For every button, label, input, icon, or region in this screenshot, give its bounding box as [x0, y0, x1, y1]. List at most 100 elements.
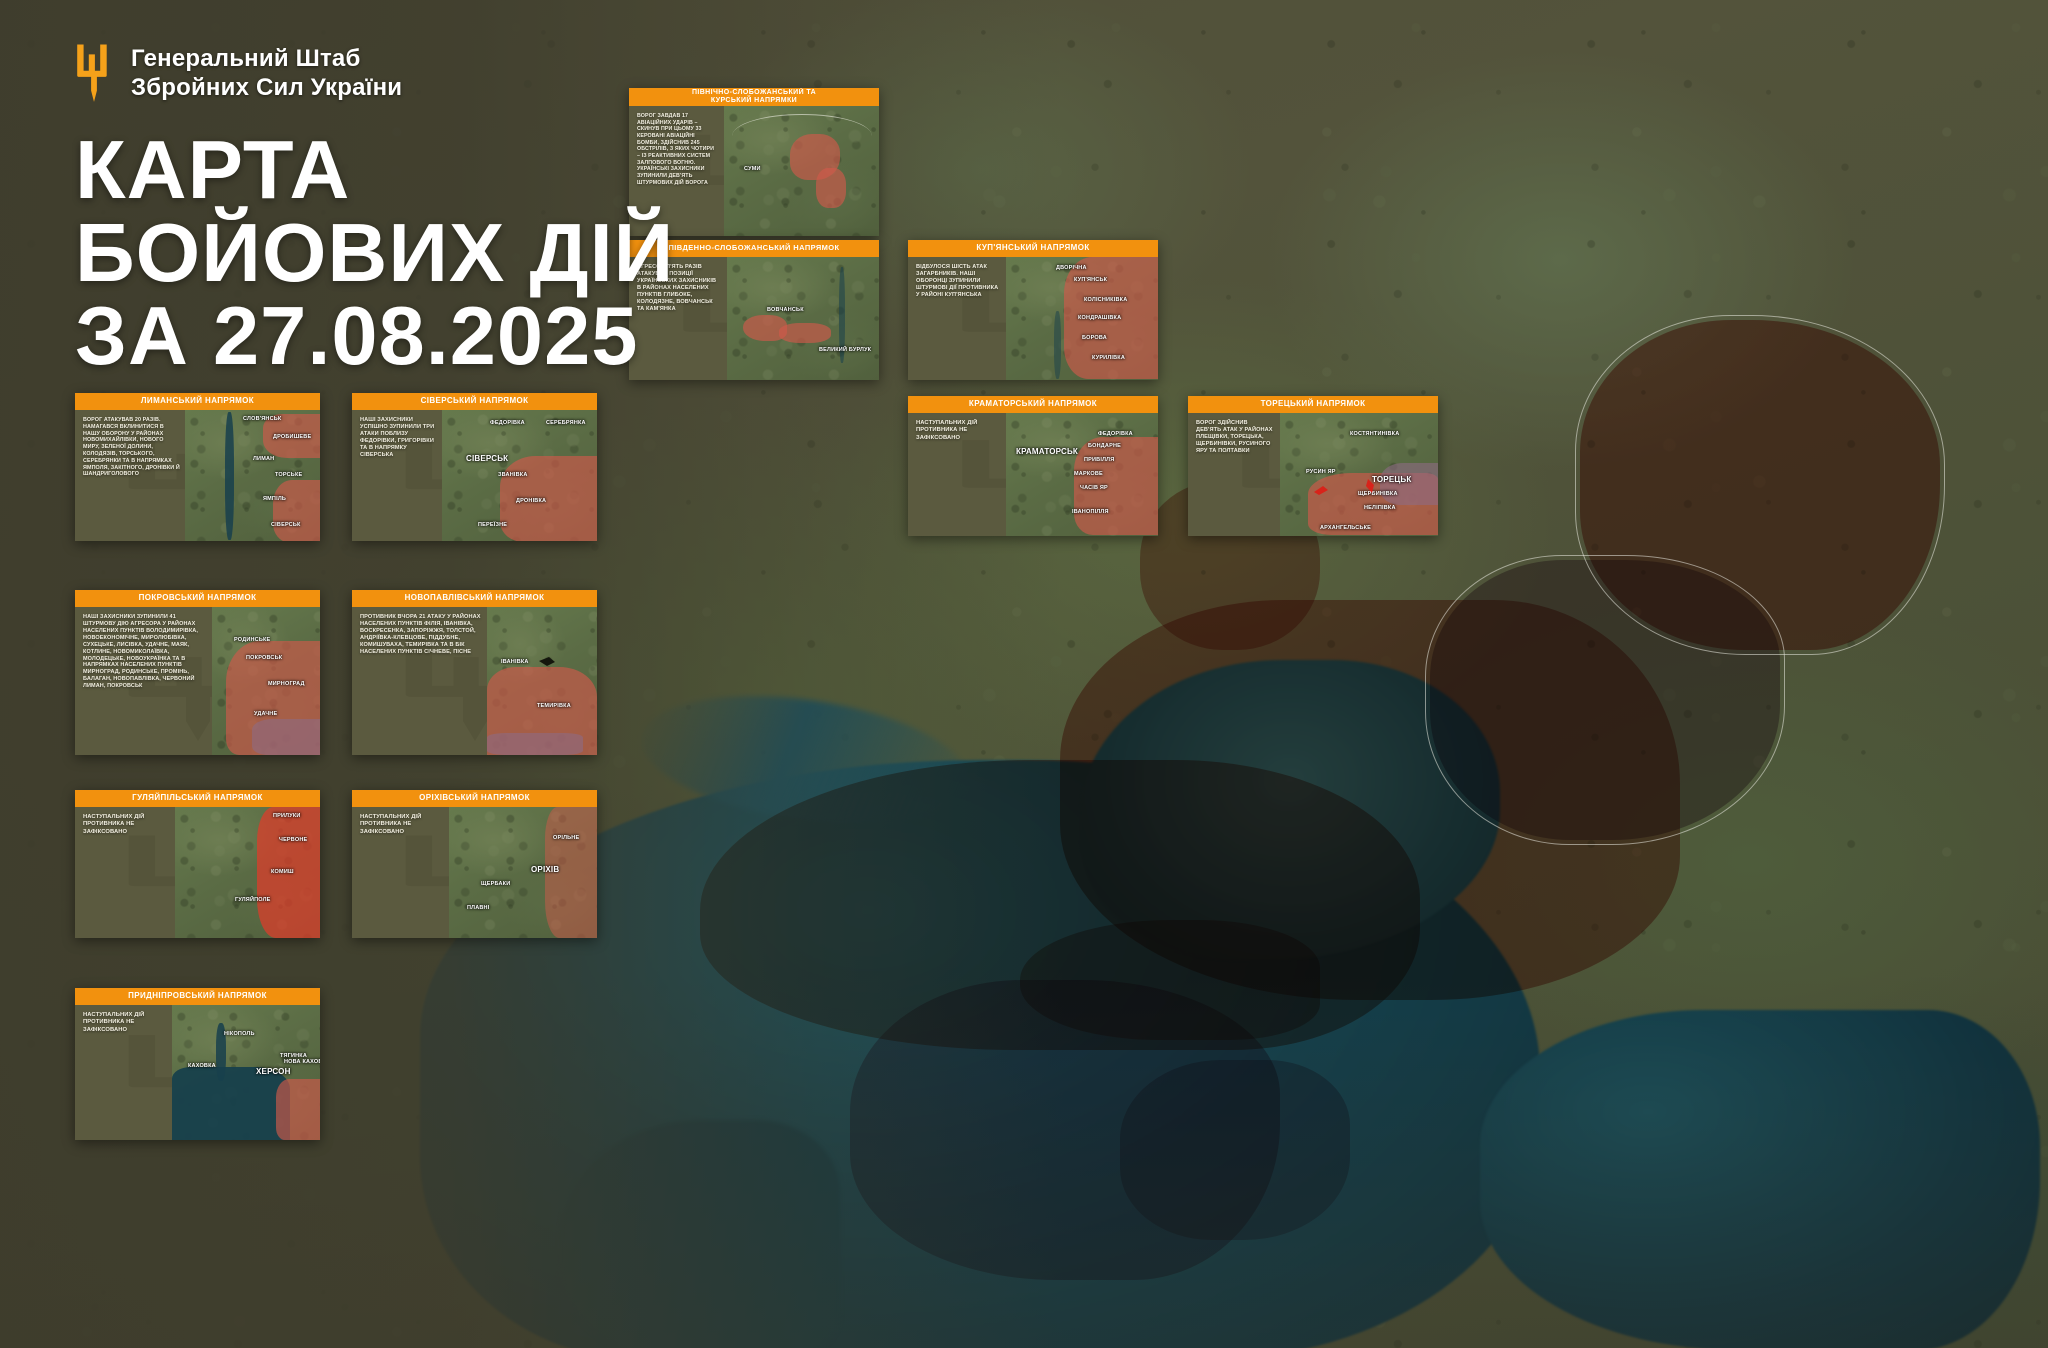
minimap-city-label: СУМИ	[744, 166, 761, 172]
minimap-city-label: ПРИЛУКИ	[273, 813, 301, 819]
card-body-orikhivskyi: ОРІЛЬНЕ ОРІХІВ ЩЕРБАКИ ПЛАВНІ НАСТУПАЛЬН…	[352, 807, 597, 938]
minimap-city-label: КУРИЛІВКА	[1092, 355, 1126, 361]
minimap-occupied-zone	[779, 323, 831, 343]
card-lymanskyi[interactable]: ЛИМАНСЬКИЙ НАПРЯМОК СЛОВ'ЯНСЬК ДРОБИШЕВЕ…	[75, 393, 320, 541]
minimap-city-label: ТЯГИНКА	[280, 1053, 308, 1059]
card-orikhivskyi[interactable]: ОРІХІВСЬКИЙ НАПРЯМОК ОРІЛЬНЕ ОРІХІВ ЩЕРБ…	[352, 790, 597, 938]
card-text-lymanskyi: ВОРОГ АТАКУВАВ 20 РАЗІВ. НАМАГАВСЯ ВКЛИН…	[83, 417, 180, 478]
minimap-city-label: РОДИНСЬКЕ	[234, 637, 271, 643]
card-body-huliaipilskyi: ПРИЛУКИ ЧЕРВОНЕ КОМИШ ГУЛЯЙПОЛЕ НАСТУПАЛ…	[75, 807, 320, 938]
minimap-occupied-zone	[1064, 257, 1158, 379]
minimap-city-label: ПЕРЕЇЗНЕ	[478, 522, 508, 528]
minimap-city-label: БОНДАРНЕ	[1088, 443, 1122, 449]
minimap-city-label: ДВОРІЧНА	[1056, 265, 1087, 271]
card-kramatorskyi[interactable]: КРАМАТОРСЬКИЙ НАПРЯМОК КРАМАТОРСЬК ФЕДОР…	[908, 396, 1158, 536]
minimap-occupied-zone	[500, 456, 597, 541]
brand-title: Генеральний Штаб Збройних Сил України	[131, 44, 403, 101]
card-title-pivnichno-slobozhanskyi: ПІВНІЧНО-СЛОБОЖАНСЬКИЙ ТА КУРСЬКИЙ НАПРЯ…	[629, 88, 879, 106]
card-title-pokrovskyi: ПОКРОВСЬКИЙ НАПРЯМОК	[75, 590, 320, 607]
card-title-kupianskyi: КУП'ЯНСЬКИЙ НАПРЯМОК	[908, 240, 1158, 257]
minimap-contested-zone	[1380, 463, 1438, 505]
minimap-city-label: ЗВАНІВКА	[498, 472, 528, 478]
minimap-city-label: ДРОНІВКА	[516, 498, 547, 504]
minimap-occupied-zone	[263, 414, 320, 458]
minimap-city-label: ТЕМИРІВКА	[537, 703, 571, 709]
card-kupianskyi[interactable]: КУП'ЯНСЬКИЙ НАПРЯМОК ДВОРІЧНА КУП'ЯНСЬК …	[908, 240, 1158, 380]
attack-arrow-icon	[1314, 486, 1328, 495]
minimap-city-label: КУП'ЯНСЬК	[1074, 277, 1108, 283]
card-novopavlivskyi[interactable]: НОВОПАВЛІВСЬКИЙ НАПРЯМОК ІВАНІВКА ТЕМИРІ…	[352, 590, 597, 755]
attack-arrow-icon	[1366, 479, 1374, 493]
minimap-city-label: ПРИВІЛЛЯ	[1084, 457, 1115, 463]
minimap-river	[839, 267, 845, 363]
minimap-border-line	[732, 114, 872, 158]
minimap-occupied-zone	[276, 1079, 320, 1140]
card-text-novopavlivskyi: ПРОТИВНИК ВЧОРА 21 АТАКУ У РАЙОНАХ НАСЕЛ…	[360, 614, 481, 656]
minimap-city-label: КОСТЯНТИНІВКА	[1350, 431, 1400, 437]
card-text-pivnichno-slobozhanskyi: ВОРОГ ЗАВДАВ 17 АВІАЦІЙНИХ УДАРІВ – СКИН…	[637, 113, 715, 186]
minimap-river-branch	[216, 1023, 226, 1081]
card-pokrovskyi[interactable]: ПОКРОВСЬКИЙ НАПРЯМОК ПОКРОВСЬК РОДИНСЬКЕ…	[75, 590, 320, 755]
minimap-city-label: КОМИШ	[271, 869, 294, 875]
minimap-city-label: ГУЛЯЙПОЛЕ	[235, 897, 271, 903]
minimap-city-label: ДРОБИШЕВЕ	[273, 434, 312, 440]
card-toretskyi[interactable]: ТОРЕЦЬКИЙ НАПРЯМОК КОСТЯНТИНІВКА ТОРЕЦЬК…	[1188, 396, 1438, 536]
card-text-siverskyi: НАШІ ЗАХИСНИКИ УСПІШНО ЗУПИНИЛИ ТРИ АТАК…	[360, 417, 435, 459]
card-title-huliaipilskyi: ГУЛЯЙПІЛЬСЬКИЙ НАПРЯМОК	[75, 790, 320, 807]
card-title-prydniprovskyi: ПРИДНІПРОВСЬКИЙ НАПРЯМОК	[75, 988, 320, 1005]
minimap-city-label: ПЛАВНІ	[467, 905, 490, 911]
minimap-city-label: РУСИН ЯР	[1306, 469, 1336, 475]
card-body-kupianskyi: ДВОРІЧНА КУП'ЯНСЬК КОЛІСНИКІВКА КОНДРАШІ…	[908, 257, 1158, 380]
card-title-siverskyi: СІВЕРСЬКИЙ НАПРЯМОК	[352, 393, 597, 410]
minimap-city-label: ТОРЕЦЬК	[1372, 475, 1412, 484]
minimap-city-label: ФЕДОРІВКА	[490, 420, 525, 426]
minimap-city-label: ІВАНОПІЛЛЯ	[1072, 509, 1109, 515]
page-title: КАРТА БОЙОВИХ ДІЙ ЗА 27.08.2025	[75, 123, 675, 382]
minimap-city-label: ЩЕРБИНІВКА	[1358, 491, 1398, 497]
minimap-city-label: СІВЕРСЬК	[271, 522, 301, 528]
card-body-toretskyi: КОСТЯНТИНІВКА ТОРЕЦЬК РУСИН ЯР ЩЕРБИНІВК…	[1188, 413, 1438, 536]
card-text-kupianskyi: ВІДБУЛОСЯ ШІСТЬ АТАК ЗАГАРБНИКІВ. НАШІ О…	[916, 264, 999, 299]
attack-arrow-icon	[539, 657, 555, 666]
card-body-prydniprovskyi: НІКОПОЛЬ ХЕРСОН КАХОВКА ТЯГИНКА НОВА КАХ…	[75, 1005, 320, 1140]
minimap-city-label: АРХАНГЕЛЬСЬКЕ	[1320, 525, 1372, 531]
minimap-contested-zone	[252, 719, 320, 755]
minimap-city-label: ХЕРСОН	[256, 1067, 291, 1076]
minimap-occupied-zone	[1074, 437, 1158, 535]
minimap-city-label: ЧЕРВОНЕ	[279, 837, 308, 843]
card-title-toretskyi: ТОРЕЦЬКИЙ НАПРЯМОК	[1188, 396, 1438, 413]
card-pivdenno-slobozhanskyi[interactable]: ПІВДЕННО-СЛОБОЖАНСЬКИЙ НАПРЯМОК ВОВЧАНСЬ…	[629, 240, 879, 380]
card-text-pokrovskyi: НАШІ ЗАХИСНИКИ ЗУПИНИЛИ 41 ШТУРМОВУ ДІЮ …	[83, 614, 198, 690]
card-body-lymanskyi: СЛОВ'ЯНСЬК ДРОБИШЕВЕ ЛИМАН ТОРСЬКЕ ЯМПІЛ…	[75, 410, 320, 541]
minimap-city-label: ЧАСІВ ЯР	[1080, 485, 1108, 491]
minimap-occupied-zone	[816, 168, 846, 208]
minimap-city-label: НІКОПОЛЬ	[224, 1031, 255, 1037]
card-body-pokrovskyi: ПОКРОВСЬК РОДИНСЬКЕ МИРНОГРАД УДАЧНЕ НАШ…	[75, 607, 320, 755]
minimap-river	[1054, 311, 1061, 379]
card-body-kramatorskyi: КРАМАТОРСЬК ФЕДОРІВКА БОНДАРНЕ ПРИВІЛЛЯ …	[908, 413, 1158, 536]
minimap-city-label: ТОРСЬКЕ	[275, 472, 303, 478]
card-title-novopavlivskyi: НОВОПАВЛІВСЬКИЙ НАПРЯМОК	[352, 590, 597, 607]
minimap-city-label: БОРОВА	[1082, 335, 1107, 341]
card-siverskyi[interactable]: СІВЕРСЬКИЙ НАПРЯМОК ФЕДОРІВКА СЕРЕБРЯНКА…	[352, 393, 597, 541]
card-text-prydniprovskyi: НАСТУПАЛЬНИХ ДІЙ ПРОТИВНИКА НЕ ЗАФІКСОВА…	[83, 1012, 145, 1033]
minimap-city-label: СІВЕРСЬК	[466, 454, 509, 463]
minimap-city-label: УДАЧНЕ	[254, 711, 278, 717]
card-huliaipilskyi[interactable]: ГУЛЯЙПІЛЬСЬКИЙ НАПРЯМОК ПРИЛУКИ ЧЕРВОНЕ …	[75, 790, 320, 938]
card-text-kramatorskyi: НАСТУПАЛЬНИХ ДІЙ ПРОТИВНИКА НЕ ЗАФІКСОВА…	[916, 420, 978, 441]
minimap-city-label: СЕРЕБРЯНКА	[546, 420, 586, 426]
minimap-dnipro-river	[172, 1067, 290, 1140]
card-minimap-orikhivskyi: ОРІЛЬНЕ ОРІХІВ ЩЕРБАКИ ПЛАВНІ	[449, 807, 597, 938]
minimap-river	[225, 412, 234, 540]
minimap-city-label: МАРКОВЕ	[1074, 471, 1103, 477]
minimap-city-label: НОВА КАХОВКА	[284, 1059, 320, 1065]
card-minimap-pivnichno-slobozhanskyi: СУМИ	[724, 106, 879, 236]
card-prydniprovskyi[interactable]: ПРИДНІПРОВСЬКИЙ НАПРЯМОК НІКОПОЛЬ ХЕРСОН…	[75, 988, 320, 1140]
card-title-lymanskyi: ЛИМАНСЬКИЙ НАПРЯМОК	[75, 393, 320, 410]
minimap-occupied-zone	[273, 480, 320, 541]
card-pivnichno-slobozhanskyi[interactable]: ПІВНІЧНО-СЛОБОЖАНСЬКИЙ ТА КУРСЬКИЙ НАПРЯ…	[629, 88, 879, 236]
card-minimap-novopavlivskyi: ІВАНІВКА ТЕМИРІВКА	[487, 607, 597, 755]
card-text-huliaipilskyi: НАСТУПАЛЬНИХ ДІЙ ПРОТИВНИКА НЕ ЗАФІКСОВА…	[83, 814, 145, 835]
